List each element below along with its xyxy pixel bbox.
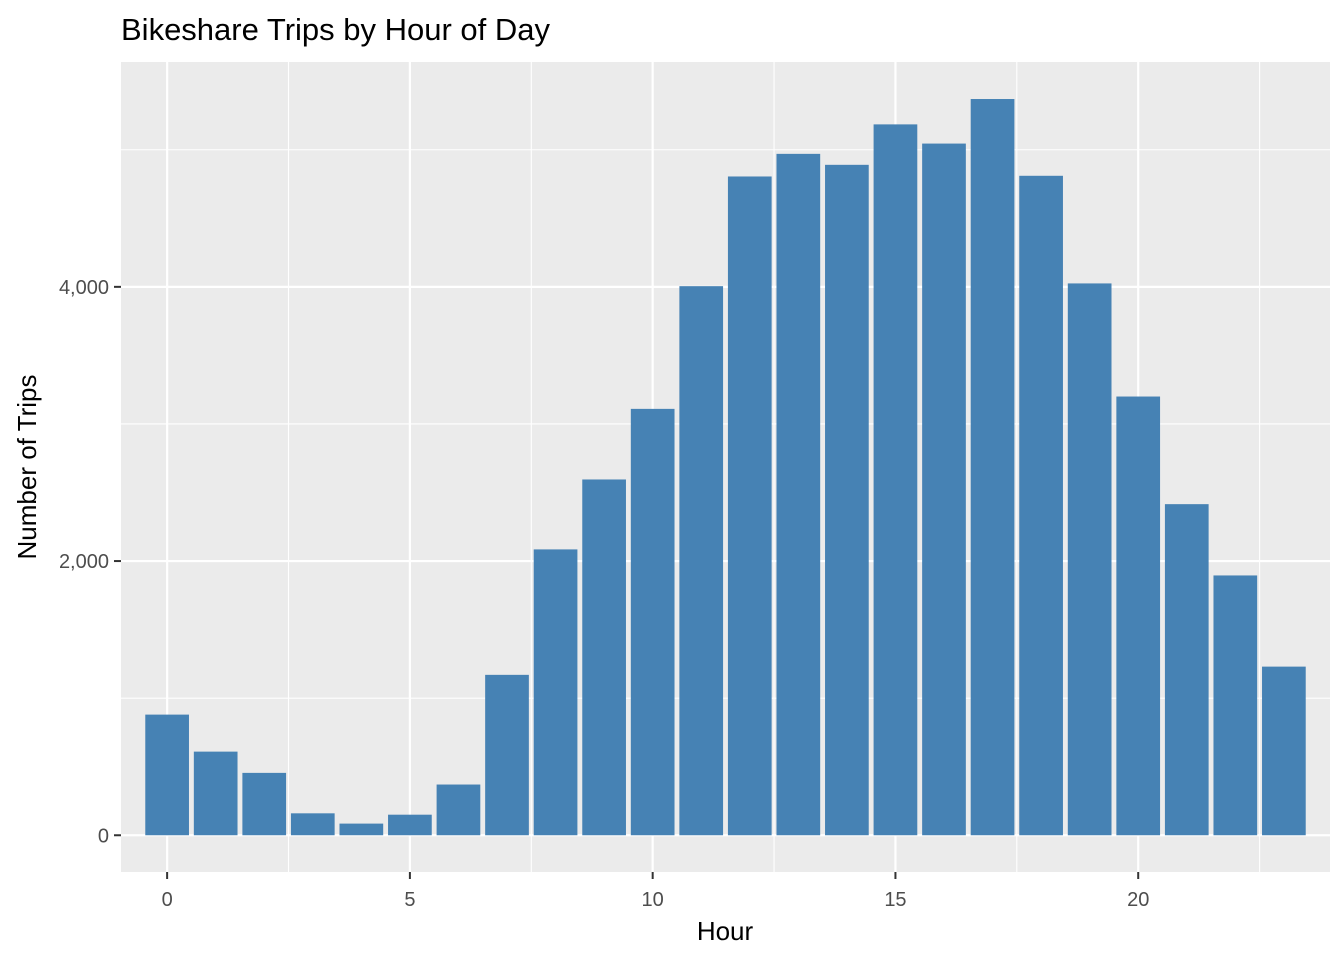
bar-hour-19 — [1067, 283, 1112, 836]
bar-hour-6 — [436, 784, 481, 836]
y-axis-title: Number of Trips — [12, 375, 42, 560]
bar-hour-20 — [1116, 396, 1161, 836]
bar-hour-0 — [145, 714, 189, 836]
y-axis: 0 2,000 4,000 — [59, 277, 121, 847]
x-tick-label: 20 — [1127, 889, 1149, 911]
bars — [145, 99, 1306, 836]
bar-hour-22 — [1213, 575, 1258, 836]
y-tick-label: 0 — [98, 825, 109, 847]
bar-hour-23 — [1262, 666, 1306, 836]
y-tick-label: 4,000 — [59, 277, 109, 299]
bar-hour-5 — [388, 814, 432, 836]
bar-hour-8 — [533, 549, 578, 836]
x-tick-label: 10 — [642, 889, 664, 911]
x-tick-label: 15 — [884, 889, 906, 911]
bar-hour-9 — [582, 479, 626, 836]
bar-hour-2 — [242, 772, 287, 836]
x-tick-label: 5 — [404, 889, 415, 911]
x-axis-title: Hour — [697, 916, 754, 946]
bar-hour-21 — [1164, 504, 1209, 836]
bar-hour-16 — [922, 143, 966, 836]
y-tick-label: 2,000 — [59, 551, 109, 573]
bar-hour-12 — [727, 176, 772, 836]
bar-hour-10 — [630, 408, 675, 836]
bar-hour-3 — [290, 813, 335, 836]
bar-hour-14 — [825, 164, 869, 836]
bar-hour-11 — [679, 286, 724, 836]
bar-hour-18 — [1019, 175, 1063, 836]
bar-hour-4 — [339, 823, 384, 836]
x-tick-label: 0 — [162, 889, 173, 911]
bar-hour-15 — [873, 124, 918, 836]
bar-hour-13 — [776, 153, 821, 836]
bar-hour-17 — [970, 99, 1015, 836]
x-axis: 0 5 10 15 20 — [162, 872, 1149, 911]
bar-hour-1 — [193, 751, 238, 836]
chart-title: Bikeshare Trips by Hour of Day — [121, 12, 551, 47]
bar-hour-7 — [485, 674, 529, 836]
